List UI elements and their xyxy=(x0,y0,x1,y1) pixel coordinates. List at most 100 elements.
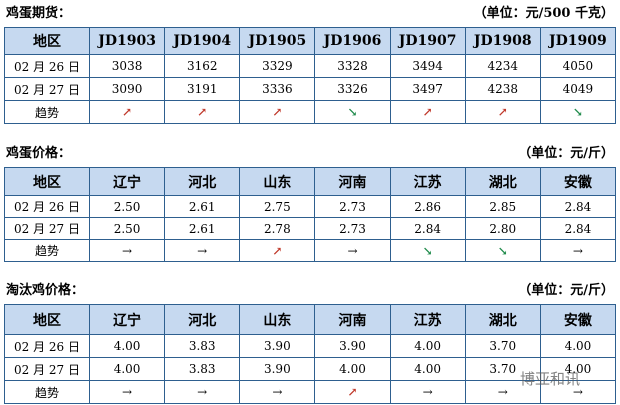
header-cell: JD1909 xyxy=(539,27,617,55)
header-cell: 河南 xyxy=(314,167,391,196)
header-cell: 山东 xyxy=(239,167,316,196)
trend-cell: → xyxy=(539,239,617,262)
unit-label: （单位：元/500 千克） xyxy=(473,6,614,21)
table-section: 鸡蛋期货： （单位：元/500 千克） 地区 JD1903 JD1904 JD1905 JD… xyxy=(4,3,617,124)
trend-cell: → xyxy=(539,380,617,404)
watermark: 博亚和讯 xyxy=(520,370,581,388)
trend-cell: → xyxy=(389,380,466,404)
trend-cell: ↗ xyxy=(464,100,541,124)
cell: 2.85 xyxy=(464,195,541,218)
cell: 4.00 xyxy=(88,357,166,381)
cell: 02 月 27 日 xyxy=(4,77,90,101)
trend-cell: → xyxy=(239,380,316,404)
cell: 3.83 xyxy=(164,357,241,381)
cell: 2.73 xyxy=(314,195,391,218)
header-cell: 地区 xyxy=(4,304,90,335)
trend-cell: ↘ xyxy=(314,100,391,124)
cell: 趋势 xyxy=(4,380,90,404)
header-cell: 江苏 xyxy=(389,304,466,335)
header-cell: JD1904 xyxy=(164,27,241,55)
cell: 02 月 26 日 xyxy=(4,54,90,78)
trend-cell: ↗ xyxy=(88,100,166,124)
cell: 4234 xyxy=(464,54,541,78)
cell: 趋势 xyxy=(4,100,90,124)
trend-cell: → xyxy=(164,239,241,262)
cell: 3.70 xyxy=(464,357,541,381)
price-table: 地区 辽宁 河北 山东 河南 江苏 湖北 安徽 02 月 26 日 2.50 2.61 2.75 2.7… xyxy=(4,167,617,262)
cell: 3162 xyxy=(164,54,241,78)
cell: 3328 xyxy=(314,54,391,78)
price-table: 地区 JD1903 JD1904 JD1905 JD1906 JD1907 JD1908 JD… xyxy=(4,27,617,124)
cell: 3497 xyxy=(389,77,466,101)
section-title: 鸡蛋价格： xyxy=(6,146,72,161)
section-header: 鸡蛋价格： （单位：元/斤） xyxy=(4,143,616,161)
header-cell: 江苏 xyxy=(389,167,466,196)
trend-cell: ↗ xyxy=(389,100,466,124)
cell: 3.90 xyxy=(239,357,316,381)
data-row: 02 月 27 日 4.00 3.83 3.90 4.00 4.00 3.70 4.00 xyxy=(4,357,617,381)
data-row: 02 月 26 日 4.00 3.83 3.90 3.90 4.00 3.70 4.00 xyxy=(4,334,617,358)
data-row: 趋势 ↗ ↗ ↗ ↘ ↗ ↗ ↘ xyxy=(4,100,617,124)
cell: 3326 xyxy=(314,77,391,101)
trend-cell: ↗ xyxy=(164,100,241,124)
data-row: 02 月 26 日 3038 3162 3329 3328 3494 4234 4050 xyxy=(4,54,617,78)
header-cell: 湖北 xyxy=(464,304,541,335)
cell: 2.75 xyxy=(239,195,316,218)
cell: 2.61 xyxy=(164,195,241,218)
data-row: 02 月 27 日 2.50 2.61 2.78 2.73 2.84 2.80 2.84 xyxy=(4,217,617,240)
cell: 2.73 xyxy=(314,217,391,240)
header-cell: JD1905 xyxy=(239,27,316,55)
cell: 4.00 xyxy=(539,334,617,358)
cell: 3.70 xyxy=(464,334,541,358)
cell: 4238 xyxy=(464,77,541,101)
cell: 4049 xyxy=(539,77,617,101)
header-row: 地区 辽宁 河北 山东 河南 江苏 湖北 安徽 xyxy=(4,167,617,196)
trend-cell: ↗ xyxy=(239,239,316,262)
header-cell: 河北 xyxy=(164,304,241,335)
trend-cell: ↘ xyxy=(389,239,466,262)
trend-cell: ↘ xyxy=(539,100,617,124)
trend-cell: ↘ xyxy=(464,239,541,262)
cell: 02 月 27 日 xyxy=(4,357,90,381)
cell: 2.86 xyxy=(389,195,466,218)
cell: 4050 xyxy=(539,54,617,78)
data-row: 02 月 27 日 3090 3191 3336 3326 3497 4238 4049 xyxy=(4,77,617,101)
cell: 3.83 xyxy=(164,334,241,358)
header-cell: 地区 xyxy=(4,167,90,196)
header-cell: 河南 xyxy=(314,304,391,335)
header-cell: JD1906 xyxy=(314,27,391,55)
cell: 2.50 xyxy=(88,217,166,240)
header-cell: 河北 xyxy=(164,167,241,196)
header-cell: JD1903 xyxy=(88,27,166,55)
cell: 02 月 26 日 xyxy=(4,195,90,218)
header-cell: 山东 xyxy=(239,304,316,335)
unit-label: （单位：元/斤） xyxy=(518,146,614,161)
trend-cell: → xyxy=(464,380,541,404)
cell: 2.50 xyxy=(88,195,166,218)
cell: 3336 xyxy=(239,77,316,101)
data-row: 趋势 → → → ↗ → → → xyxy=(4,380,617,404)
header-cell: 安徽 xyxy=(539,167,617,196)
cell: 4.00 xyxy=(389,357,466,381)
section-title: 鸡蛋期货： xyxy=(6,6,72,21)
header-cell: 辽宁 xyxy=(88,167,166,196)
cell: 02 月 26 日 xyxy=(4,334,90,358)
section-header: 淘汰鸡价格： （单位：元/斤） xyxy=(4,280,616,298)
header-cell: JD1908 xyxy=(464,27,541,55)
cell: 4.00 xyxy=(389,334,466,358)
section-header: 鸡蛋期货： （单位：元/500 千克） xyxy=(4,3,616,21)
cell: 3191 xyxy=(164,77,241,101)
header-cell: 地区 xyxy=(4,27,90,55)
trend-cell: → xyxy=(164,380,241,404)
cell: 2.84 xyxy=(539,217,617,240)
cell: 2.78 xyxy=(239,217,316,240)
trend-cell: → xyxy=(314,239,391,262)
cell: 2.84 xyxy=(389,217,466,240)
unit-label: （单位：元/斤） xyxy=(518,283,614,298)
cell: 3.90 xyxy=(314,334,391,358)
header-cell: 辽宁 xyxy=(88,304,166,335)
data-row: 趋势 → → ↗ → ↘ ↘ → xyxy=(4,239,617,262)
cell: 3329 xyxy=(239,54,316,78)
header-row: 地区 辽宁 河北 山东 河南 江苏 湖北 安徽 xyxy=(4,304,617,335)
